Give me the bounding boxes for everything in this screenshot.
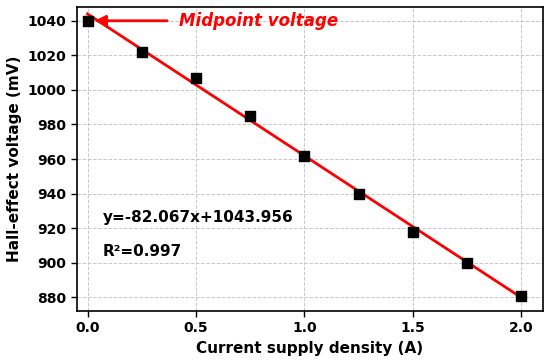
- Point: [246, 113, 255, 119]
- X-axis label: Current supply density (A): Current supply density (A): [196, 341, 424, 356]
- Text: y=-82.067x+1043.956: y=-82.067x+1043.956: [103, 210, 294, 225]
- Text: R²=0.997: R²=0.997: [103, 244, 182, 259]
- Point: [300, 153, 309, 159]
- Point: [191, 75, 200, 81]
- Y-axis label: Hall-effect voltage (mV): Hall-effect voltage (mV): [7, 56, 22, 262]
- Point: [354, 191, 363, 196]
- Point: [409, 229, 417, 234]
- Text: Midpoint voltage: Midpoint voltage: [179, 12, 338, 30]
- Point: [463, 260, 471, 266]
- Point: [517, 293, 526, 298]
- Point: [83, 18, 92, 24]
- Point: [138, 49, 146, 55]
